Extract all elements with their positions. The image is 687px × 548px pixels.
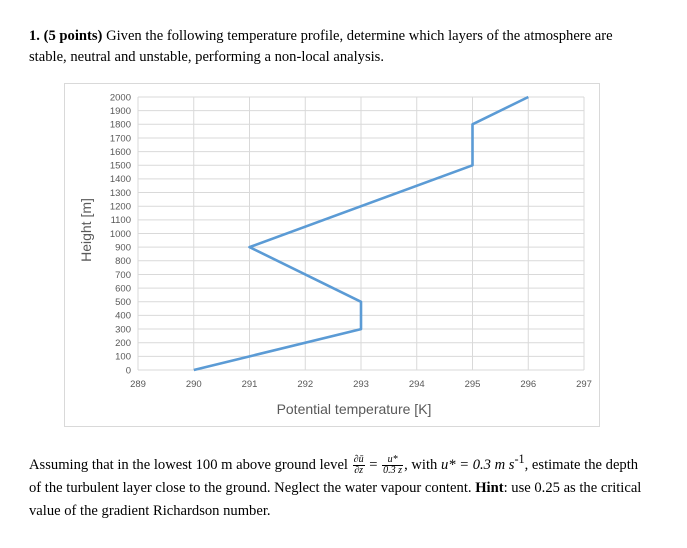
x-tick-label: 293	[353, 379, 369, 390]
body-text-3: , estimate the depth of the turbulent la…	[29, 456, 639, 496]
gradient-fraction-rhs: u* 0.3 z	[382, 455, 404, 477]
hint-label: Hint	[475, 479, 504, 496]
y-tick-label: 900	[115, 242, 131, 253]
x-tick-label: 297	[576, 379, 592, 390]
x-tick-label: 294	[409, 379, 425, 390]
rhs-denominator: 0.3 z	[383, 465, 403, 477]
x-tick-labels: 289 290 291 292 293 294 295 296 297	[130, 379, 592, 390]
x-tick-label: 295	[465, 379, 481, 390]
body-text-1: Assuming that in the lowest 100 m above …	[29, 456, 348, 473]
y-tick-label: 1500	[110, 161, 131, 172]
rhs-numerator: u*	[382, 455, 404, 467]
hint-text: : use 0.25 as the critical value of the …	[29, 479, 642, 519]
y-tick-label: 500	[115, 297, 131, 308]
lhs-denominator: ∂z	[354, 465, 364, 477]
x-tick-label: 289	[130, 379, 146, 390]
y-axis-title: Height [m]	[78, 198, 94, 262]
y-tick-label: 1900	[110, 106, 131, 117]
y-tick-label: 200	[115, 338, 131, 349]
question-number: 1.	[29, 28, 40, 44]
x-tick-label: 296	[520, 379, 536, 390]
friction-velocity-exponent: -1	[514, 452, 525, 466]
y-tick-label: 400	[115, 311, 131, 322]
chart-frame: 0 100 200 300 400 500 600 700 800 900 1000 1100 1200…	[64, 83, 600, 427]
x-tick-label: 291	[242, 379, 258, 390]
y-tick-label: 800	[115, 256, 131, 267]
y-tick-label: 1800	[110, 120, 131, 131]
y-tick-label: 2000	[110, 92, 131, 103]
y-tick-labels: 0 100 200 300 400 500 600 700 800 900 1000 1100 1200…	[110, 92, 131, 376]
y-tick-label: 0	[126, 365, 131, 376]
y-tick-label: 1600	[110, 147, 131, 158]
question-body: Assuming that in the lowest 100 m above …	[29, 448, 649, 523]
equals-sign: =	[369, 456, 378, 473]
x-tick-label: 292	[297, 379, 313, 390]
y-tick-label: 1100	[111, 215, 131, 226]
y-tick-label: 700	[115, 270, 131, 281]
body-text-2: , with	[404, 456, 438, 473]
question-header: 1. (5 points) Given the following temper…	[29, 26, 649, 68]
y-tick-label: 1200	[110, 202, 131, 213]
x-axis-title: Potential temperature [K]	[277, 401, 432, 417]
y-tick-label: 1400	[110, 174, 131, 185]
x-tick-label: 290	[186, 379, 202, 390]
potential-temperature-line	[193, 95, 529, 372]
y-tick-label: 1300	[110, 188, 131, 199]
y-tick-label: 1000	[110, 229, 131, 240]
temperature-profile-chart: 0 100 200 300 400 500 600 700 800 900 1000 1100 1200…	[78, 92, 592, 417]
y-tick-label: 1700	[110, 133, 131, 144]
y-tick-label: 600	[115, 283, 131, 294]
friction-velocity: u* = 0.3 m s	[440, 456, 515, 473]
lhs-numerator: ∂ū	[352, 454, 365, 467]
y-tick-label: 100	[115, 352, 131, 363]
y-tick-label: 300	[115, 324, 131, 335]
question-points: (5 points)	[43, 28, 103, 44]
gradient-fraction-lhs: ∂ū ∂z	[352, 454, 365, 477]
question-text: Given the following temperature profile,…	[29, 28, 613, 65]
